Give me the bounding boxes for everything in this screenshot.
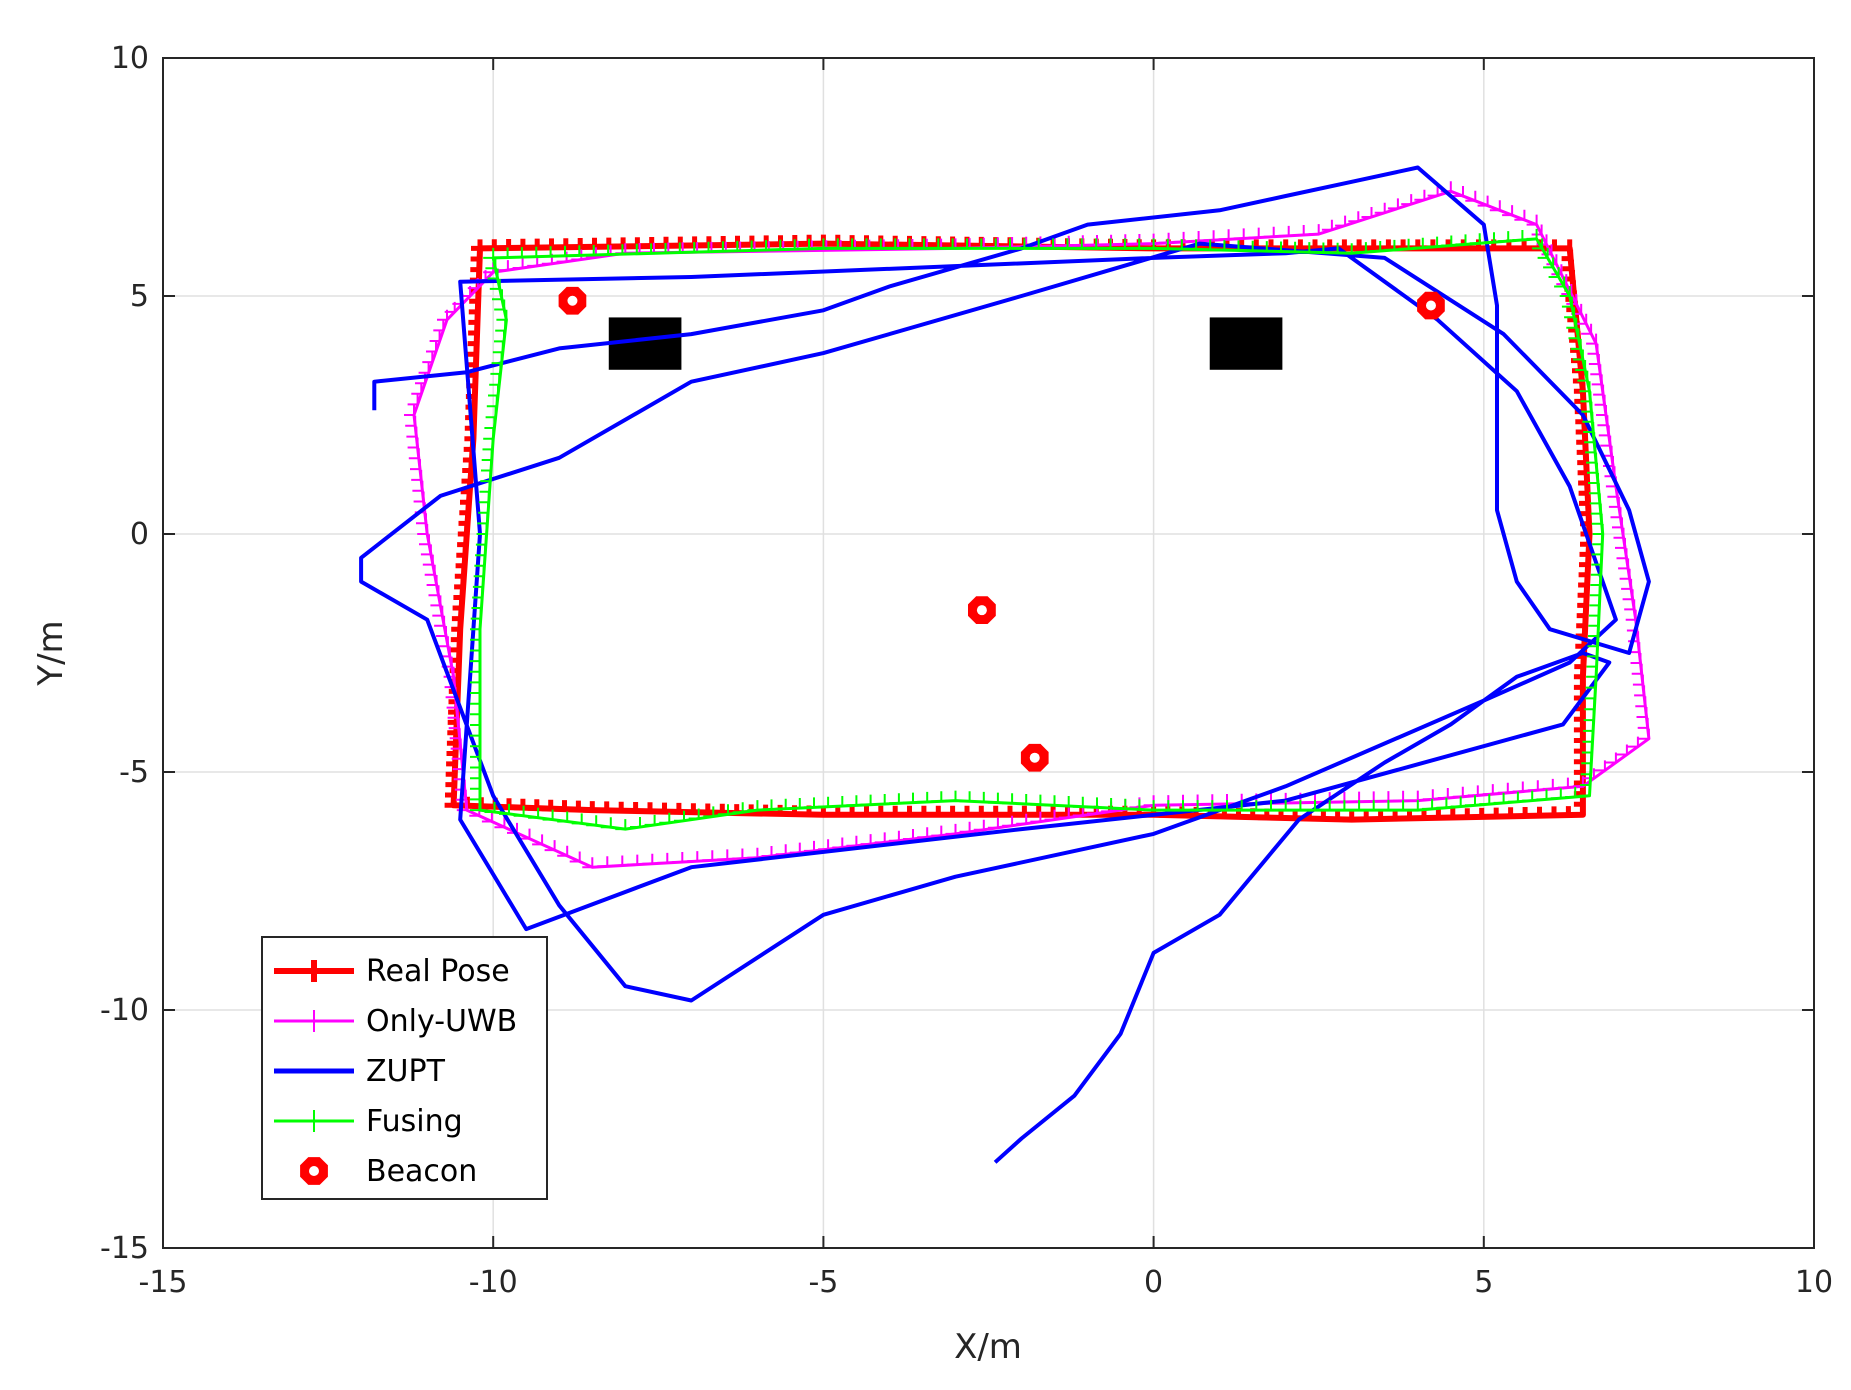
series-markers-real-pose <box>444 234 1592 823</box>
series-layer <box>359 165 1651 1164</box>
x-tick-label: 10 <box>1795 1265 1833 1300</box>
y-tick-label: 0 <box>130 517 149 552</box>
legend-entry-fusing: Fusing <box>274 1104 463 1139</box>
y-tick-label: -5 <box>119 755 149 790</box>
series-beacon <box>558 286 1445 772</box>
legend-label: Only-UWB <box>366 1004 517 1039</box>
legend-entry-beacon: Beacon <box>300 1154 477 1189</box>
legend-swatch-marker <box>303 1110 325 1132</box>
x-tick-label: 0 <box>1144 1265 1163 1300</box>
series-markers-fusing <box>470 228 1604 831</box>
axes: -15 -10 -5 0 5 10 -15 -10 -5 0 5 10 <box>100 41 1833 1300</box>
y-tick-label: 10 <box>111 41 149 76</box>
series-fusing <box>470 228 1605 831</box>
y-tick-label: 5 <box>130 279 149 314</box>
series-line-zupt <box>359 165 1651 1164</box>
legend-box <box>261 936 548 1200</box>
obstacle-block <box>1209 317 1283 370</box>
beacon-point-center <box>976 605 987 616</box>
x-tick-label: -5 <box>808 1265 838 1300</box>
legend-entry-zupt: ZUPT <box>274 1054 446 1089</box>
x-axis-title: X/m <box>954 1327 1022 1367</box>
legend-entry-only-uwb: Only-UWB <box>274 1004 517 1039</box>
x-tick-label: 5 <box>1474 1265 1493 1300</box>
x-tick-label: -15 <box>139 1265 188 1300</box>
y-tick-label: -10 <box>100 993 149 1028</box>
beacon-point-center <box>1425 300 1436 311</box>
legend: Real Pose Only-UWB ZUPT Fusing Beacon <box>261 936 548 1200</box>
legend-swatch-marker <box>303 960 325 982</box>
legend-label: Fusing <box>366 1104 463 1139</box>
legend-swatch-marker <box>303 1010 325 1032</box>
legend-entry-real-pose: Real Pose <box>274 954 510 989</box>
legend-label: Beacon <box>366 1154 477 1189</box>
beacon-point-center <box>567 295 578 306</box>
legend-label: Real Pose <box>366 954 510 989</box>
y-axis-title: Y/m <box>31 620 71 686</box>
legend-swatch-center <box>309 1166 319 1176</box>
legend-label: ZUPT <box>366 1054 446 1089</box>
y-tick-label: -15 <box>100 1231 149 1266</box>
series-zupt <box>359 165 1651 1164</box>
beacon-point-center <box>1029 752 1040 763</box>
plot-frame <box>162 57 1815 1249</box>
x-tick-label: -10 <box>469 1265 518 1300</box>
